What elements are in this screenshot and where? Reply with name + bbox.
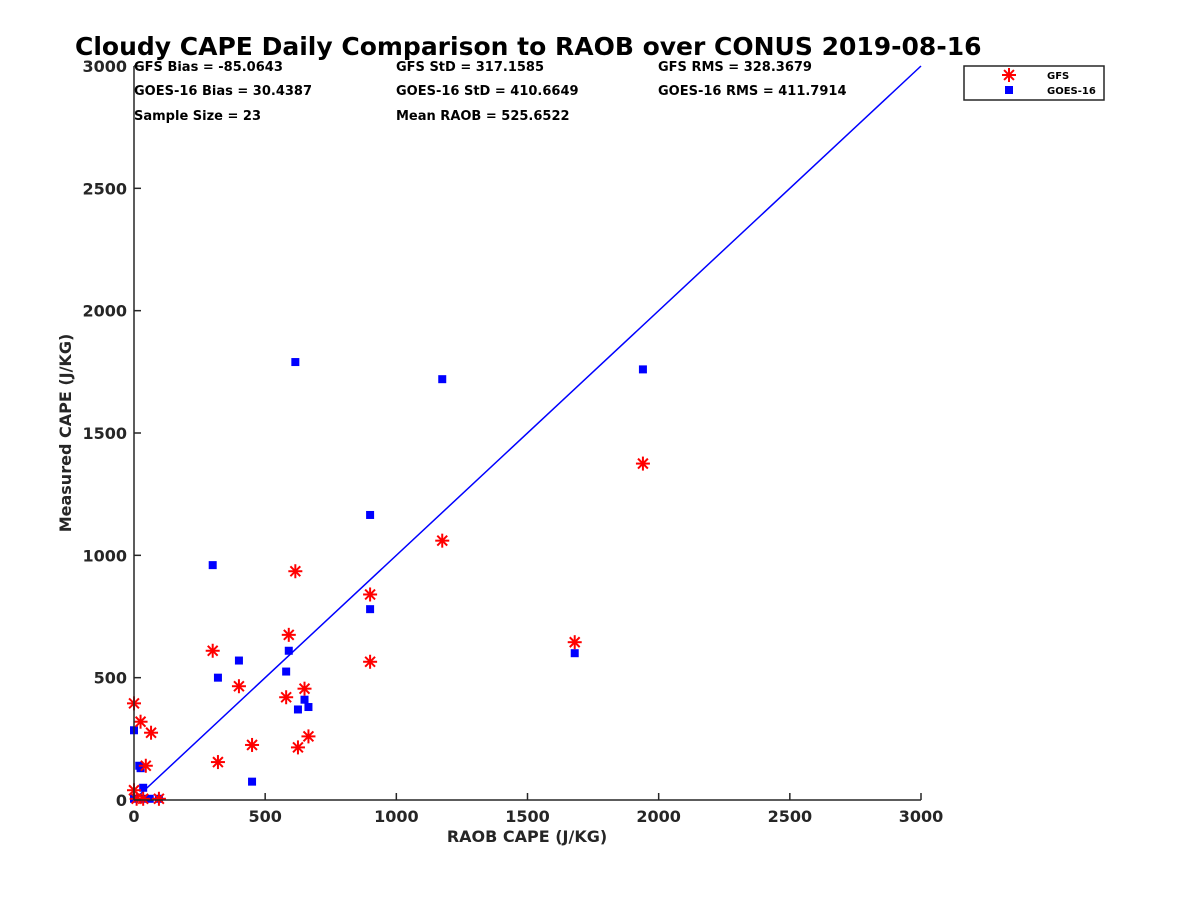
legend: GFS GOES-16 [963, 65, 1105, 101]
goes-16-point [234, 656, 243, 665]
gfs-point [279, 690, 294, 705]
gfs-point [297, 681, 312, 696]
goes-16-point [208, 561, 217, 570]
y-axis-label: Measured CAPE (J/KG) [56, 334, 75, 533]
goes-16-point [248, 777, 257, 786]
stat-goes-rms: GOES-16 RMS = 411.7914 [658, 84, 847, 99]
gfs-point [144, 725, 159, 740]
gfs-point [133, 714, 148, 729]
legend-gfs-asterisk [1002, 68, 1016, 82]
chart-title: Cloudy CAPE Daily Comparison to RAOB ove… [75, 32, 981, 61]
goes-16-point [300, 695, 309, 704]
y-tick-label: 2000 [82, 302, 127, 321]
goes-16-point [284, 646, 293, 655]
plot-area [127, 65, 922, 806]
gfs-point [363, 587, 378, 602]
y-tick-label: 1000 [82, 546, 127, 565]
gfs-point [290, 740, 305, 755]
gfs-point [151, 791, 166, 806]
x-tick-label: 2500 [768, 807, 813, 826]
goes-16-point [139, 783, 148, 792]
legend-goes-label: GOES-16 [1047, 86, 1096, 97]
gfs-point [138, 758, 153, 773]
legend-box [963, 65, 1105, 101]
gfs-point [363, 654, 378, 669]
gfs-point [231, 679, 246, 694]
legend-gfs-asterisk-icon [1002, 68, 1016, 82]
legend-gfs-label: GFS [1047, 71, 1069, 82]
stat-gfs-rms: GFS RMS = 328.3679 [658, 60, 812, 75]
x-tick-label: 1000 [374, 807, 419, 826]
goes-16-point [366, 605, 375, 614]
goes-16-point [293, 705, 302, 714]
reference-line [133, 65, 922, 801]
stat-goes-bias: GOES-16 Bias = 30.4387 [134, 84, 312, 99]
gfs-point [245, 737, 260, 752]
stat-gfs-bias: GFS Bias = -85.0643 [134, 60, 283, 75]
legend-goes-square-icon [1005, 86, 1013, 94]
y-ticks: 0 500 1000 1500 2000 2500 3000 [82, 57, 141, 810]
goes-16-point [366, 510, 375, 519]
x-ticks: 0 500 1000 1500 2000 2500 3000 [128, 793, 943, 826]
x-tick-label: 0 [128, 807, 139, 826]
goes-16-point [136, 764, 145, 773]
x-tick-label: 500 [248, 807, 281, 826]
y-tick-label: 0 [116, 791, 127, 810]
gfs-point [288, 564, 303, 579]
goes-16-point [570, 649, 579, 658]
y-tick-label: 3000 [82, 57, 127, 76]
y-tick-label: 1500 [82, 424, 127, 443]
goes-16-point [304, 703, 313, 712]
gfs-point [129, 791, 144, 806]
goes-16-point [291, 358, 300, 367]
stats-block: GFS Bias = -85.0643 GFS StD = 317.1585 G… [134, 60, 847, 124]
goes-16-point [282, 667, 291, 676]
gfs-point [210, 755, 225, 770]
x-tick-label: 1500 [505, 807, 550, 826]
y-tick-label: 2500 [82, 179, 127, 198]
gfs-point [635, 456, 650, 471]
x-tick-label: 2000 [636, 807, 681, 826]
stat-goes-std: GOES-16 StD = 410.6649 [396, 84, 579, 99]
x-axis-label: RAOB CAPE (J/KG) [447, 827, 607, 846]
gfs-point [435, 533, 450, 548]
x-tick-label: 3000 [899, 807, 944, 826]
goes-16-point [638, 365, 647, 374]
goes-16-point [213, 673, 222, 682]
stat-sample-size: Sample Size = 23 [134, 109, 261, 124]
stat-gfs-std: GFS StD = 317.1585 [396, 60, 544, 75]
gfs-point [567, 635, 582, 650]
gfs-point [205, 643, 220, 658]
stat-mean-raob: Mean RAOB = 525.6522 [396, 109, 570, 124]
y-tick-label: 500 [94, 669, 127, 688]
gfs-point [301, 729, 316, 744]
gfs-point [281, 627, 296, 642]
goes-16-point [438, 375, 447, 384]
